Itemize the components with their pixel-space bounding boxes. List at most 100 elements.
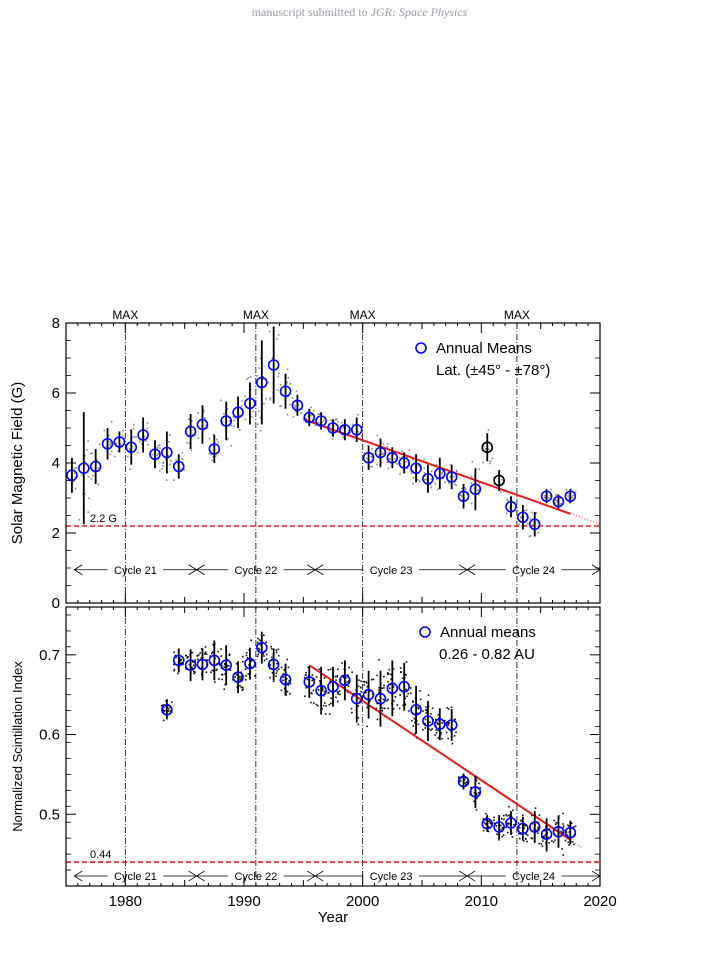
data-dot [223, 412, 225, 415]
data-dot [376, 434, 379, 437]
data-dot [568, 844, 570, 846]
data-dot [119, 443, 122, 446]
data-dot [419, 698, 422, 701]
annual-mean-marker [398, 457, 411, 469]
data-dot [277, 654, 280, 657]
annual-mean-marker [422, 715, 434, 727]
data-dot [327, 691, 330, 694]
data-dot [204, 651, 207, 653]
data-dot [336, 668, 339, 671]
data-dot [162, 719, 165, 722]
data-dot [484, 822, 487, 825]
data-dot [312, 689, 315, 692]
data-dot [179, 468, 182, 470]
data-dot [437, 737, 440, 739]
data-dot [240, 405, 243, 407]
data-dot [331, 438, 334, 440]
data-dot [167, 454, 170, 457]
data-dot [441, 473, 444, 475]
data-dot [328, 426, 331, 429]
data-dot [473, 800, 475, 803]
annual-mean-marker [339, 674, 351, 687]
data-dot [383, 707, 386, 710]
data-dot [197, 437, 200, 439]
data-dot [478, 482, 481, 484]
data-dot [412, 482, 414, 485]
annual-mean-marker [457, 490, 470, 503]
data-dot [307, 666, 310, 669]
data-dot [378, 699, 380, 702]
data-dot [487, 448, 490, 450]
data-dot [168, 441, 170, 443]
data-dot [394, 458, 396, 460]
data-dot [422, 710, 424, 712]
data-dot [406, 456, 408, 458]
data-dot [417, 706, 419, 709]
data-dot [244, 668, 247, 670]
data-dot [531, 822, 534, 825]
annual-mean-marker [244, 397, 256, 410]
data-dot [565, 488, 568, 491]
data-dot [318, 668, 321, 671]
annual-mean-marker [386, 451, 399, 464]
data-dot [191, 420, 193, 422]
annual-mean-marker [457, 775, 470, 788]
data-dot [448, 482, 450, 484]
x-tick-label: 2010 [465, 893, 498, 910]
data-dot [181, 457, 183, 460]
data-dot [110, 442, 113, 445]
data-dot [161, 468, 163, 470]
data-dot [128, 450, 131, 452]
data-dot [348, 666, 350, 669]
data-dot [381, 687, 383, 690]
data-dot [239, 414, 241, 417]
cycle-arrow-left [314, 870, 324, 882]
data-dot [162, 465, 164, 467]
plot-frame [65, 606, 601, 887]
data-dot [512, 823, 515, 826]
y-tick-label: 4 [52, 455, 60, 472]
data-dot [90, 452, 92, 455]
data-dot [430, 729, 432, 731]
data-dot [404, 460, 407, 463]
data-dot [571, 496, 574, 499]
data-dot [262, 375, 264, 378]
data-dot [319, 680, 321, 682]
data-dot [162, 709, 164, 711]
data-dot [549, 494, 552, 497]
data-dot [277, 668, 280, 670]
data-dot [170, 701, 173, 703]
data-dot [216, 668, 218, 671]
data-dot [295, 390, 298, 393]
data-dot [460, 494, 462, 497]
data-dot [542, 835, 545, 838]
data-dot [240, 677, 243, 679]
data-dot [218, 664, 221, 666]
data-dot [567, 495, 569, 497]
data-dot [271, 671, 274, 674]
data-dot [330, 419, 332, 422]
data-dot [404, 697, 407, 700]
data-dot [565, 831, 568, 833]
data-dot [417, 723, 420, 726]
data-dot [305, 686, 308, 689]
data-dot [407, 692, 410, 695]
data-dot [478, 782, 480, 785]
data-dot [388, 451, 390, 454]
data-dot [412, 458, 414, 461]
legend-note: Lat. (±45° - ±78°) [436, 362, 550, 379]
data-dot [306, 678, 309, 681]
annual-mean-marker [137, 429, 149, 441]
data-dot [406, 467, 409, 470]
data-dot [399, 671, 402, 674]
annual-mean-marker [445, 719, 458, 731]
cycle-label: Cycle 23 [370, 565, 413, 577]
data-dot [241, 399, 244, 402]
data-dot [543, 495, 546, 497]
data-dot [247, 673, 250, 675]
data-dot [405, 688, 407, 691]
data-dot [392, 708, 395, 710]
data-dot [208, 437, 211, 440]
data-dot [418, 480, 421, 482]
data-dot [386, 461, 389, 464]
